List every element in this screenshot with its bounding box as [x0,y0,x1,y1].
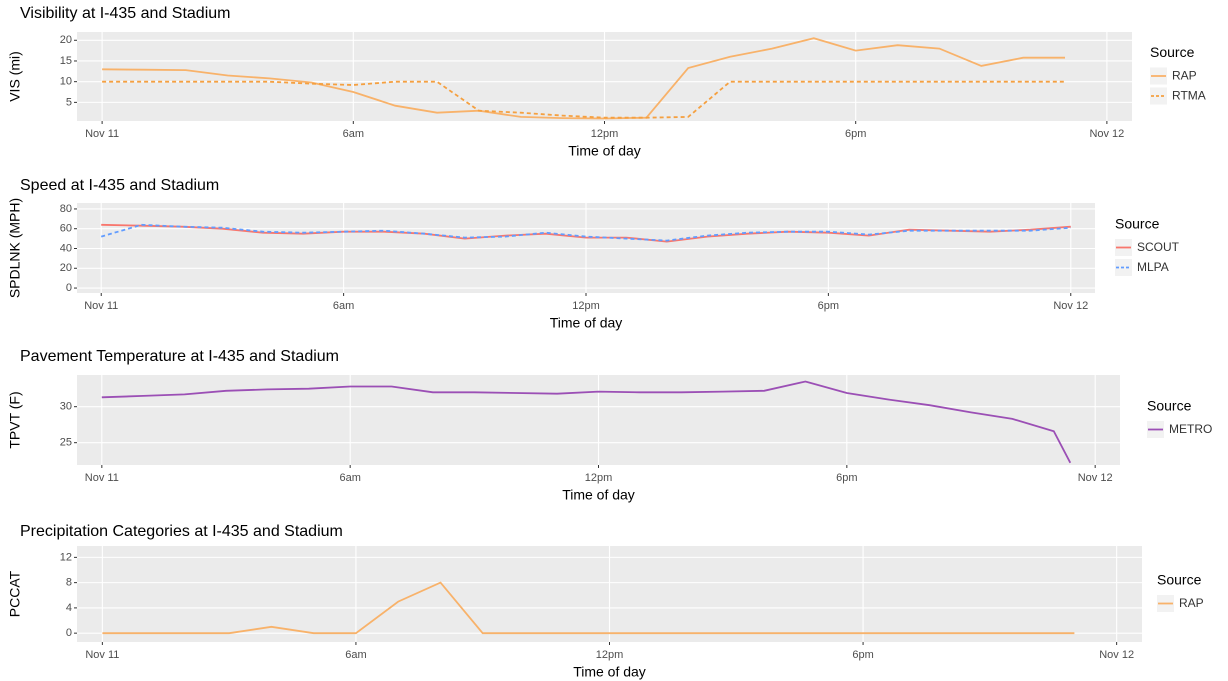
y-tick-label: 4 [66,602,72,614]
legend-label: RAP [1172,69,1197,83]
y-axis-title: VIS (mi) [7,51,23,102]
y-tick-label: 25 [60,437,72,449]
legend-label: RAP [1179,596,1204,610]
y-axis-title: SPDLNK (MPH) [7,198,23,298]
y-tick-label: 20 [60,34,72,46]
y-tick-label: 15 [60,55,72,67]
x-tick-label: Nov 12 [1053,300,1088,312]
y-tick-label: 10 [60,76,72,88]
x-tick-label: 6pm [836,472,857,484]
x-axis-title: Time of day [573,664,646,680]
x-tick-label: Nov 11 [84,300,118,312]
legend-label: SCOUT [1137,240,1180,254]
y-axis-title: TPVT (F) [7,391,23,448]
y-tick-label: 80 [60,203,72,215]
x-tick-label: 12pm [585,472,613,484]
y-tick-label: 0 [66,627,72,639]
x-tick-label: 6am [343,128,364,140]
x-tick-label: 12pm [591,128,619,140]
series-line [102,37,1065,120]
series-line [100,223,1071,242]
x-tick-label: 12pm [596,649,624,661]
series-line [102,581,1075,635]
series-line [101,380,1072,464]
legend-title: Source [1150,44,1195,60]
legend-label: RTMA [1172,89,1206,103]
x-tick-label: 6pm [845,128,866,140]
x-tick-label: 6am [345,649,366,661]
chart-title: Speed at I-435 and Stadium [20,177,219,194]
x-axis-title: Time of day [568,143,641,159]
y-tick-label: 0 [66,282,72,294]
y-tick-label: 20 [60,262,72,274]
legend-label: MLPA [1137,260,1169,274]
series-line [102,80,1065,119]
x-axis-title: Time of day [562,487,635,503]
y-tick-label: 30 [60,401,72,413]
chart-title: Pavement Temperature at I-435 and Stadiu… [20,348,339,365]
x-tick-label: Nov 11 [85,472,119,484]
x-tick-label: 6pm [818,300,839,312]
y-tick-label: 60 [60,223,72,235]
y-tick-label: 5 [66,96,72,108]
legend-title: Source [1157,572,1202,588]
x-tick-label: Nov 11 [85,649,119,661]
x-tick-label: 6pm [852,649,873,661]
x-axis-title: Time of day [550,315,623,331]
x-tick-label: Nov 12 [1099,649,1134,661]
x-tick-label: Nov 12 [1078,472,1113,484]
y-tick-label: 12 [60,551,72,563]
chart-title: Precipitation Categories at I-435 and St… [20,523,343,540]
y-axis-title: PCCAT [7,570,23,617]
legend-label: METRO [1169,422,1212,436]
y-tick-label: 40 [60,242,72,254]
legend-title: Source [1147,398,1192,414]
x-tick-label: 6am [333,300,354,312]
y-tick-label: 8 [66,577,72,589]
x-tick-label: 12pm [572,300,600,312]
series-line [101,223,1071,243]
chart-title: Visibility at I-435 and Stadium [20,5,230,22]
x-tick-label: 6am [339,472,360,484]
x-tick-label: Nov 11 [85,128,119,140]
x-tick-label: Nov 12 [1089,128,1124,140]
legend-title: Source [1115,216,1160,232]
